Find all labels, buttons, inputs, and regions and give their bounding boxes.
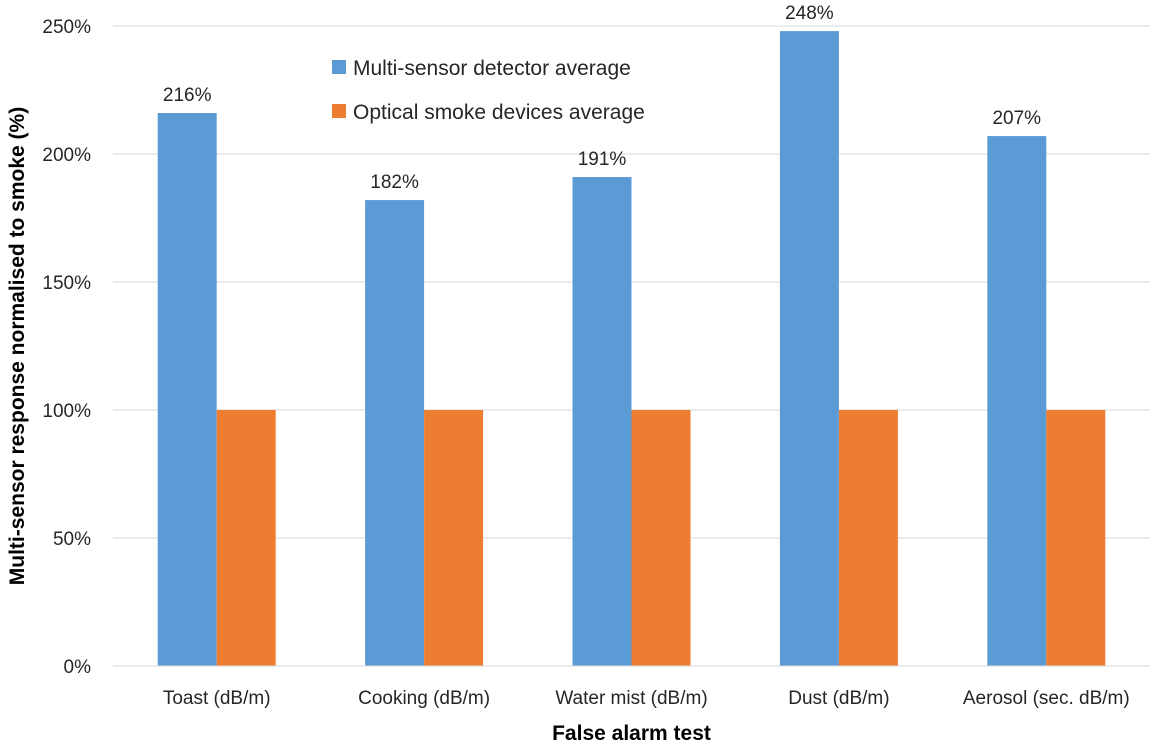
y-tick-label: 150% [42,273,91,294]
legend-swatch [332,104,346,118]
bar-multi-sensor-1 [365,200,425,666]
data-label: 216% [163,85,212,106]
x-tick-label: Aerosol (sec. dB/m) [963,688,1130,709]
data-label: 207% [992,108,1041,129]
y-tick-label: 200% [42,145,91,166]
bar-multi-sensor-4 [987,136,1047,666]
y-tick-label: 250% [42,17,91,38]
bar-multi-sensor-3 [779,31,839,667]
y-tick-label: 0% [64,657,92,678]
data-label: 191% [578,149,627,170]
bar-optical-4 [1046,410,1106,666]
x-axis-ticks: Toast (dB/m) Cooking (dB/m) Water mist (dB… [163,688,1130,709]
x-tick-label: Water mist (dB/m) [555,688,707,709]
bar-optical-1 [424,410,484,666]
y-axis-ticks: 0% 50% 100% 150% 200% 250% [42,17,91,678]
bar-multi-sensor-2 [572,177,632,667]
data-label: 248% [785,3,834,24]
y-axis-title: Multi-sensor response normalised to smok… [6,107,29,585]
legend-label: Optical smoke devices average [353,101,645,124]
x-tick-label: Cooking (dB/m) [358,688,490,709]
bar-optical-3 [838,410,898,666]
bar-optical-0 [216,410,276,666]
x-axis-title: False alarm test [552,722,711,745]
data-labels: 216% 182% 191% 248% 207% [163,3,1041,193]
y-tick-label: 50% [53,529,91,550]
bar-optical-2 [631,410,691,666]
legend-swatch [332,60,346,74]
y-tick-label: 100% [42,401,91,422]
x-tick-label: Toast (dB/m) [163,688,271,709]
x-tick-label: Dust (dB/m) [788,688,889,709]
legend: Multi-sensor detector average Optical smo… [332,57,645,124]
data-label: 182% [370,172,419,193]
bar-multi-sensor-0 [157,113,217,667]
legend-label: Multi-sensor detector average [353,57,631,80]
bars [157,31,1106,667]
